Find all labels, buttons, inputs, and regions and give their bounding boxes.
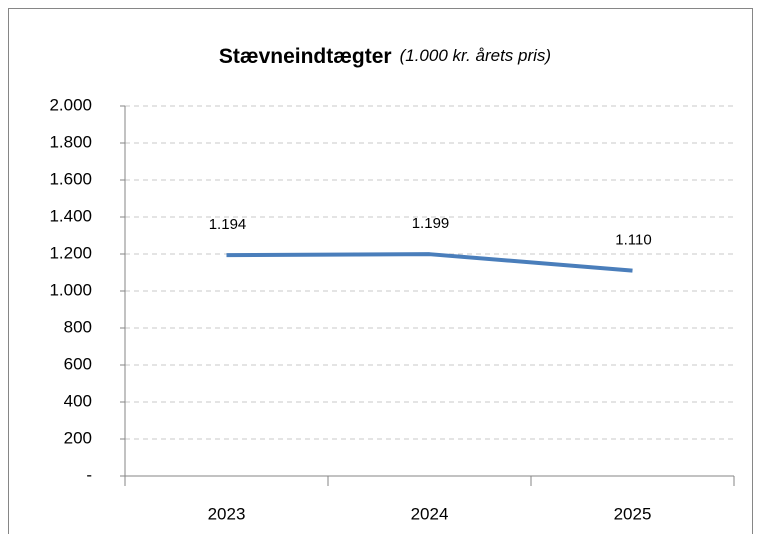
chart-heading: Stævneindtægter (1.000 kr. årets pris) [219,45,551,68]
y-tick-label: 200 [64,428,92,447]
y-tick-label: 1.600 [49,169,92,188]
data-line [226,252,633,273]
chart-subtitle: (1.000 kr. årets pris) [400,46,551,65]
x-tick-label: 2023 [208,504,246,523]
data-label: 1.110 [615,232,651,249]
y-tick-label: 400 [64,391,92,410]
x-tick-label: 2025 [614,504,652,523]
y-tick-label: 800 [64,317,92,336]
y-tick-label: 1.400 [49,206,92,225]
y-tick-label: 2.000 [49,95,92,114]
y-tick-label: 1.800 [49,132,92,151]
y-tick-label: - [86,465,92,484]
x-tick-label: 2024 [411,504,449,523]
y-tick-label: 600 [64,354,92,373]
chart-border [8,8,753,534]
data-label: 1.199 [412,215,450,232]
y-tick-label: 1.200 [49,243,92,262]
data-label: 1.194 [209,216,247,233]
y-tick-label: 1.000 [49,280,92,299]
chart-title: Stævneindtægter [219,45,392,68]
